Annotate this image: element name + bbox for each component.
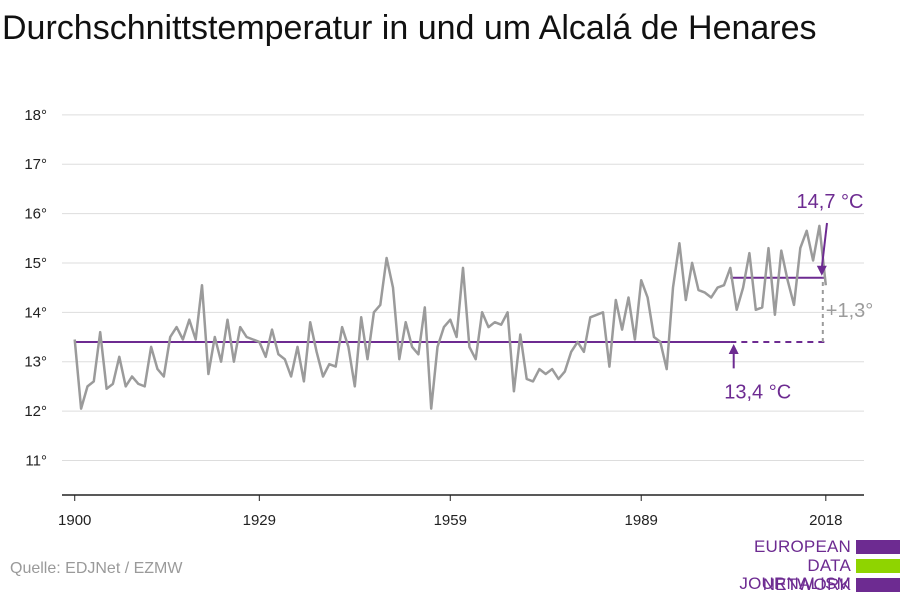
logo-bar-purple-bottom xyxy=(856,578,900,592)
arrow-high-head xyxy=(816,265,827,276)
x-tick-label: 1989 xyxy=(625,512,658,529)
chart-title: Durchschnittstemperatur in und um Alcalá… xyxy=(2,9,817,47)
label-old-mean: 13,4 °C xyxy=(724,381,791,403)
x-tick-label: 1900 xyxy=(58,512,91,529)
label-difference: +1,3° xyxy=(826,300,873,322)
y-tick-label: 12° xyxy=(24,403,47,420)
source-note: Quelle: EDJNet / EZMW xyxy=(10,560,183,577)
arrow-low-head xyxy=(728,343,739,354)
y-tick-label: 14° xyxy=(24,304,47,321)
y-axis-ticks: 11° 12° 13° 14° 15° 16° 17° 18° xyxy=(24,107,47,470)
logo-line-3: NETWORK xyxy=(762,575,851,594)
y-tick-label: 11° xyxy=(25,452,47,469)
logo-line-1: EUROPEAN xyxy=(753,537,851,556)
label-new-mean: 14,7 °C xyxy=(797,191,864,213)
series-line xyxy=(73,224,828,410)
y-tick-label: 13° xyxy=(24,354,47,371)
reference-lines xyxy=(74,276,826,343)
x-tick-label: 1929 xyxy=(243,512,276,529)
arrow-high-shaft xyxy=(820,222,828,268)
series-lines xyxy=(73,224,828,410)
logo-line-2: DATA JOURNALISM xyxy=(739,556,851,593)
x-tick-label: 1959 xyxy=(434,512,467,529)
gridlines xyxy=(62,114,864,461)
x-axis: 1900 1929 1959 1989 2018 xyxy=(58,494,864,529)
y-tick-label: 16° xyxy=(24,206,47,223)
y-tick-label: 15° xyxy=(24,255,47,272)
x-tick-label: 2018 xyxy=(809,512,842,529)
annotations: 13,4 °C 14,7 °C +1,3° xyxy=(724,191,873,403)
y-tick-label: 18° xyxy=(24,107,47,124)
logo-bar-purple-top xyxy=(856,540,900,554)
y-tick-label: 17° xyxy=(24,156,47,173)
logo-bar-green-middle xyxy=(856,559,900,573)
edjnet-logo: EUROPEAN DATA JOURNALISM NETWORK xyxy=(700,538,900,594)
